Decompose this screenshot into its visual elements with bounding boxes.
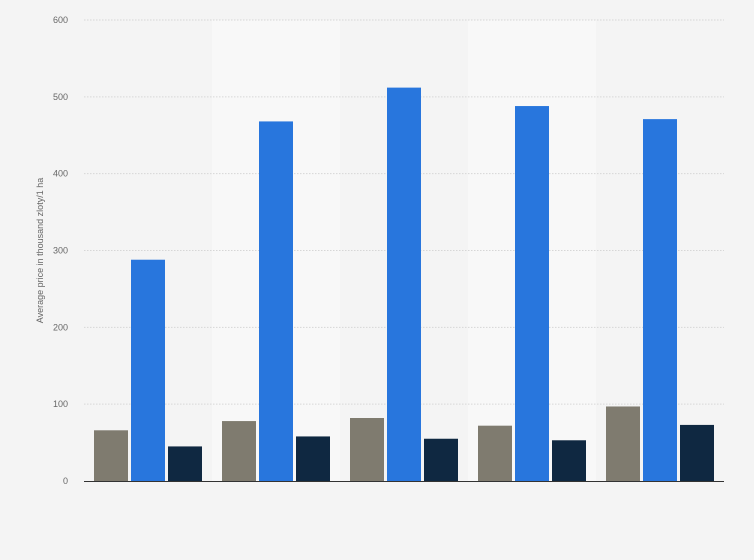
y-tick-label: 0 xyxy=(63,476,68,486)
y-tick-label: 300 xyxy=(53,246,68,256)
y-axis-label: Average price in thousand zloty/1 ha xyxy=(35,178,45,323)
bar xyxy=(680,424,714,481)
y-tick-label: 200 xyxy=(53,322,68,332)
bars xyxy=(94,87,714,482)
bar xyxy=(387,87,421,481)
y-tick-label: 500 xyxy=(53,92,68,102)
y-tick-label: 600 xyxy=(53,15,68,25)
bar xyxy=(515,106,549,481)
bar xyxy=(94,430,128,481)
bar xyxy=(478,425,512,481)
bar xyxy=(168,446,202,481)
y-tick-label: 400 xyxy=(53,169,68,179)
bar xyxy=(131,259,165,481)
bar xyxy=(259,121,293,482)
y-tick-label: 100 xyxy=(53,399,68,409)
y-axis-ticks: 0 100 200 300 400 500 600 xyxy=(53,15,68,486)
bar xyxy=(222,421,256,481)
bar xyxy=(552,440,586,481)
bar xyxy=(424,438,458,481)
bar xyxy=(606,406,640,481)
bar xyxy=(350,417,384,481)
bar xyxy=(296,436,330,481)
bar xyxy=(643,119,677,482)
